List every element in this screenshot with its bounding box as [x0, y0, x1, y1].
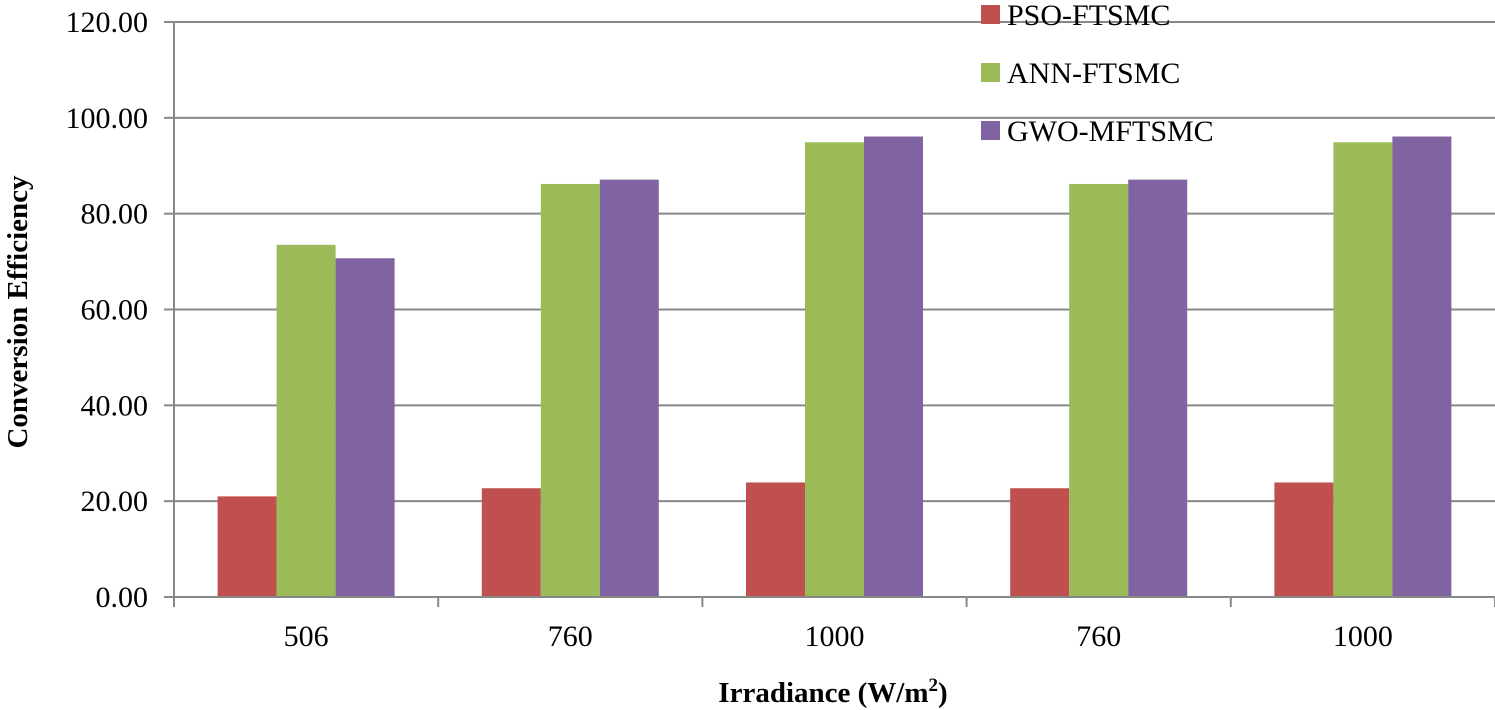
bar-pso-ftsmc-4 [1274, 482, 1334, 597]
x-axis-title-main: Irradiance (W/m [718, 677, 928, 709]
x-axis-title-end: ) [938, 677, 948, 709]
bar-gwo-mftsmc-3 [1128, 179, 1188, 598]
y-tick-label: 100.00 [66, 102, 149, 135]
bar-pso-ftsmc-3 [1010, 488, 1070, 597]
bar-pso-ftsmc-0 [217, 496, 277, 597]
y-tick-labels: 0.00 20.00 40.00 60.00 80.00 100.00 120.00 [66, 6, 149, 614]
x-axis-title-superscript: 2 [929, 675, 939, 696]
y-tick-label: 0.00 [96, 581, 149, 614]
x-tick-label: 1000 [805, 620, 865, 653]
axes [173, 22, 1495, 598]
bar-gwo-mftsmc-4 [1392, 136, 1452, 598]
y-tick-label: 40.00 [81, 389, 149, 422]
y-tick-label: 80.00 [81, 198, 149, 231]
x-tick-label: 506 [284, 620, 329, 653]
y-tick-label: 60.00 [81, 294, 149, 327]
bar-pso-ftsmc-1 [481, 488, 541, 597]
bar-ann-ftsmc-2 [805, 142, 864, 598]
y-tick-label: 120.00 [66, 6, 149, 39]
bar-gwo-mftsmc-1 [599, 179, 659, 598]
bar-pso-ftsmc-2 [746, 482, 805, 597]
bar-gwo-mftsmc-2 [864, 136, 923, 598]
y-tick-label: 20.00 [81, 485, 149, 518]
legend: PSO-FTSMC ANN-FTSMC GWO-MFTSMC [981, 0, 1214, 148]
bar-gwo-mftsmc-0 [335, 258, 395, 597]
legend-swatch-gwo-mftsmc [981, 121, 1000, 140]
bar-ann-ftsmc-1 [540, 183, 600, 598]
legend-label-ann-ftsmc: ANN-FTSMC [1007, 57, 1180, 90]
bar-ann-ftsmc-3 [1069, 183, 1129, 598]
bar-ann-ftsmc-0 [276, 244, 336, 597]
x-tick-labels: 506 760 1000 760 1000 [284, 620, 1393, 653]
y-axis-title: Conversion Efficiency [2, 175, 34, 449]
x-tick-label: 760 [548, 620, 593, 653]
legend-swatch-pso-ftsmc [981, 5, 1000, 24]
x-tick-label: 760 [1076, 620, 1121, 653]
legend-label-pso-ftsmc: PSO-FTSMC [1007, 0, 1170, 32]
bar-ann-ftsmc-4 [1333, 142, 1393, 598]
x-axis-title: Irradiance (W/m2) [718, 675, 947, 709]
x-tick-label: 1000 [1333, 620, 1393, 653]
bars [217, 136, 1452, 598]
legend-label-gwo-mftsmc: GWO-MFTSMC [1007, 115, 1214, 148]
legend-swatch-ann-ftsmc [981, 63, 1000, 82]
